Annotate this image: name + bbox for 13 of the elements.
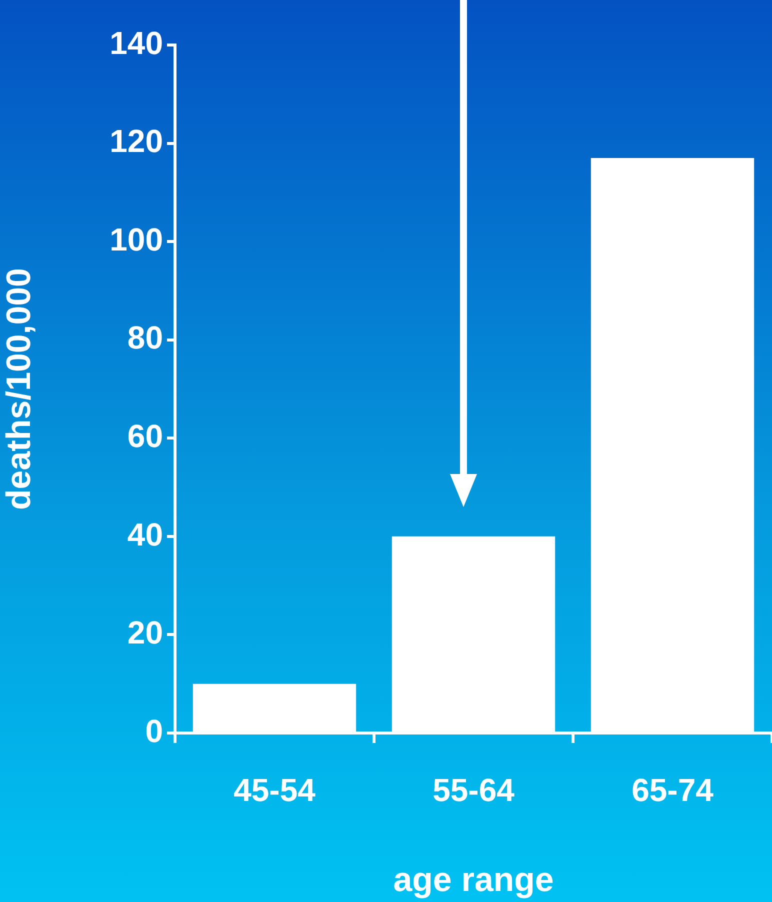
y-tick-label: 100 xyxy=(110,221,163,258)
x-axis-title: age range xyxy=(393,860,554,899)
y-tick-label: 60 xyxy=(127,418,163,454)
x-tick-label: 45-54 xyxy=(234,772,316,808)
y-axis-title: deaths/100,000 xyxy=(0,268,38,510)
y-tick-label: 40 xyxy=(127,516,163,552)
y-tick-label: 120 xyxy=(110,123,163,160)
y-tick-label: 0 xyxy=(145,712,163,749)
y-tick-label: 80 xyxy=(127,320,163,356)
x-tick-label: 55-64 xyxy=(432,772,515,808)
y-tick-label: 140 xyxy=(110,24,163,61)
y-tick-label: 20 xyxy=(127,614,163,651)
x-tick-label: 65-74 xyxy=(632,772,714,808)
